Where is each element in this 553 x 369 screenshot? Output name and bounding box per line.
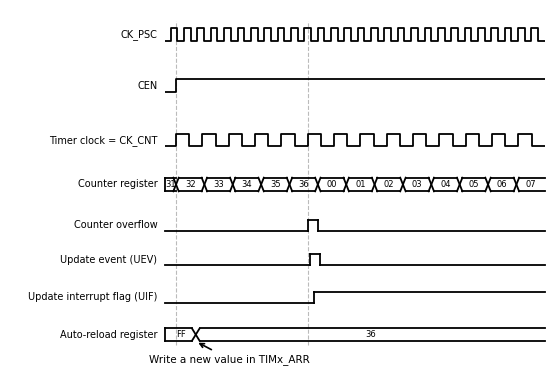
Text: Write a new value in TIMx_ARR: Write a new value in TIMx_ARR — [149, 344, 310, 365]
Text: FF: FF — [176, 330, 185, 339]
Text: Auto-reload register: Auto-reload register — [60, 330, 157, 339]
Text: 32: 32 — [185, 180, 196, 189]
Text: 01: 01 — [355, 180, 366, 189]
Text: 00: 00 — [327, 180, 337, 189]
Text: Update event (UEV): Update event (UEV) — [60, 255, 157, 265]
Text: Update interrupt flag (UIF): Update interrupt flag (UIF) — [28, 292, 157, 302]
Text: 33: 33 — [213, 180, 224, 189]
Text: 05: 05 — [468, 180, 479, 189]
Text: Timer clock = CK_CNT: Timer clock = CK_CNT — [49, 135, 157, 146]
Text: CK_PSC: CK_PSC — [121, 29, 157, 40]
Text: CEN: CEN — [137, 80, 157, 90]
Text: 35: 35 — [270, 180, 280, 189]
Text: 03: 03 — [412, 180, 422, 189]
Text: Counter overflow: Counter overflow — [74, 220, 157, 230]
Text: 06: 06 — [497, 180, 508, 189]
Text: 04: 04 — [440, 180, 451, 189]
Text: Counter register: Counter register — [77, 179, 157, 190]
Text: 36: 36 — [298, 180, 309, 189]
Text: 36: 36 — [365, 330, 375, 339]
Text: 31: 31 — [165, 180, 176, 189]
Text: 02: 02 — [384, 180, 394, 189]
Text: 07: 07 — [525, 180, 536, 189]
Text: 34: 34 — [242, 180, 252, 189]
